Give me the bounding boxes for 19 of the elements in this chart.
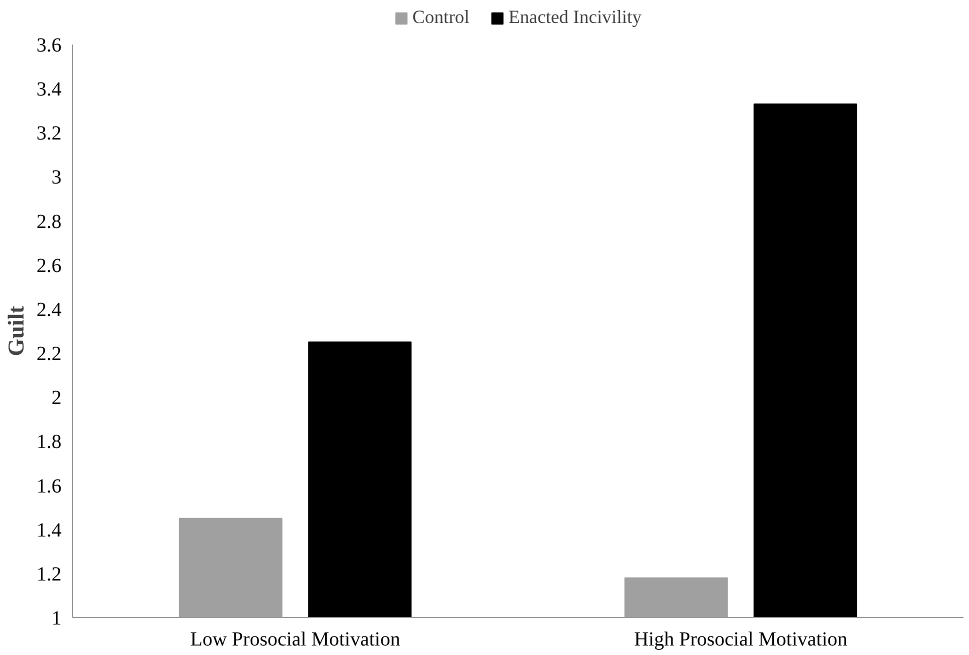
y-tick-label: 3.4 <box>36 78 62 101</box>
y-tick-label: 1.6 <box>36 475 62 498</box>
y-tick-label: 3.6 <box>36 34 62 56</box>
x-tick-label: Low Prosocial Motivation <box>190 628 400 650</box>
legend-label: Enacted Incivility <box>508 7 642 29</box>
y-tick-label: 1.2 <box>36 563 62 586</box>
y-tick-label: 2 <box>52 387 62 410</box>
y-axis-title: Guilt <box>4 305 28 356</box>
y-tick-label: 3.2 <box>36 122 62 145</box>
legend-label: Control <box>412 7 470 29</box>
y-tick-label: 1.8 <box>36 431 62 454</box>
y-tick-label: 2.4 <box>36 298 62 321</box>
y-tick-label: 2.8 <box>36 210 62 233</box>
x-tick-label: High Prosocial Motivation <box>634 628 848 650</box>
y-tick-label: 1 <box>52 608 62 630</box>
y-tick-label: 1.4 <box>36 519 62 542</box>
y-tick-label: 2.2 <box>36 343 62 366</box>
y-tick-label: 3 <box>52 166 62 189</box>
y-tick-label: 2.6 <box>36 254 62 277</box>
